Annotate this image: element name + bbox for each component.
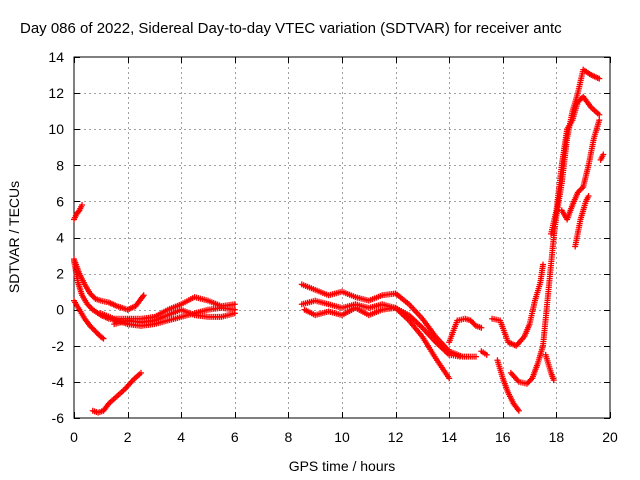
data-points [71, 66, 607, 416]
x-tick-label: 4 [177, 429, 185, 445]
data-point [75, 208, 82, 215]
y-axis-label: SDTVAR / TECUs [6, 181, 22, 293]
data-point [515, 407, 522, 414]
series-track-d [71, 297, 107, 342]
y-tick-label: 14 [48, 49, 64, 65]
series-track-e [89, 369, 144, 416]
x-tick-label: 2 [124, 429, 132, 445]
x-tick-label: 0 [70, 429, 78, 445]
y-tick-label: 8 [56, 157, 64, 173]
data-point [596, 117, 603, 124]
series-track-g [111, 306, 238, 328]
x-axis-label: GPS time / hours [289, 458, 396, 474]
x-tick-label: 12 [388, 429, 404, 445]
series-track-b [71, 256, 147, 313]
data-point [473, 353, 479, 360]
y-tick-label: 0 [56, 302, 64, 318]
y-tick-label: -2 [52, 338, 65, 354]
data-point [585, 192, 592, 199]
series-track-j [301, 304, 463, 360]
series-track-h [298, 281, 479, 360]
y-tick-label: 4 [56, 230, 64, 246]
data-point [483, 351, 490, 358]
data-point [456, 353, 463, 360]
x-tick-label: 20 [602, 429, 618, 445]
series-track-k [446, 315, 485, 346]
data-point [99, 334, 106, 341]
x-axis: 0 2 4 6 8 10 12 14 16 18 20 [70, 57, 618, 445]
y-tick-label: -6 [52, 410, 65, 426]
data-point [596, 111, 603, 118]
data-point [231, 310, 238, 317]
data-point [600, 151, 607, 158]
series-track-a [71, 202, 86, 223]
y-axis: -6 -4 -2 0 2 4 6 8 10 12 14 [48, 49, 610, 426]
data-point [79, 202, 86, 209]
x-tick-label: 18 [549, 429, 565, 445]
series-track-m [489, 261, 546, 349]
data-point [140, 292, 147, 299]
series-track-t [597, 151, 607, 163]
y-tick-label: 10 [48, 121, 64, 137]
x-tick-label: 6 [231, 429, 239, 445]
series-track-i [298, 297, 453, 382]
y-tick-label: 6 [56, 193, 64, 209]
data-point [596, 75, 603, 82]
series-track-l [478, 348, 490, 358]
series-track-q [548, 93, 603, 237]
chart-title: Day 086 of 2022, Sidereal Day-to-day VTE… [20, 20, 562, 37]
data-point [550, 377, 557, 384]
data-point [478, 324, 485, 331]
x-tick-label: 14 [441, 429, 457, 445]
data-point [231, 301, 238, 308]
x-tick-label: 8 [285, 429, 293, 445]
grid [74, 57, 610, 418]
data-point [100, 335, 107, 342]
data-point [446, 375, 453, 382]
series-track-n [494, 357, 522, 414]
data-point [540, 261, 546, 268]
x-tick-label: 10 [334, 429, 350, 445]
series-track-r [558, 117, 603, 223]
y-tick-label: 12 [48, 85, 64, 101]
data-point [139, 293, 146, 300]
y-tick-label: 2 [56, 266, 64, 282]
data-point [138, 369, 144, 376]
series-track-s [572, 192, 592, 250]
x-tick-label: 16 [495, 429, 511, 445]
series-track-p [542, 351, 557, 384]
y-tick-label: -4 [52, 374, 65, 390]
